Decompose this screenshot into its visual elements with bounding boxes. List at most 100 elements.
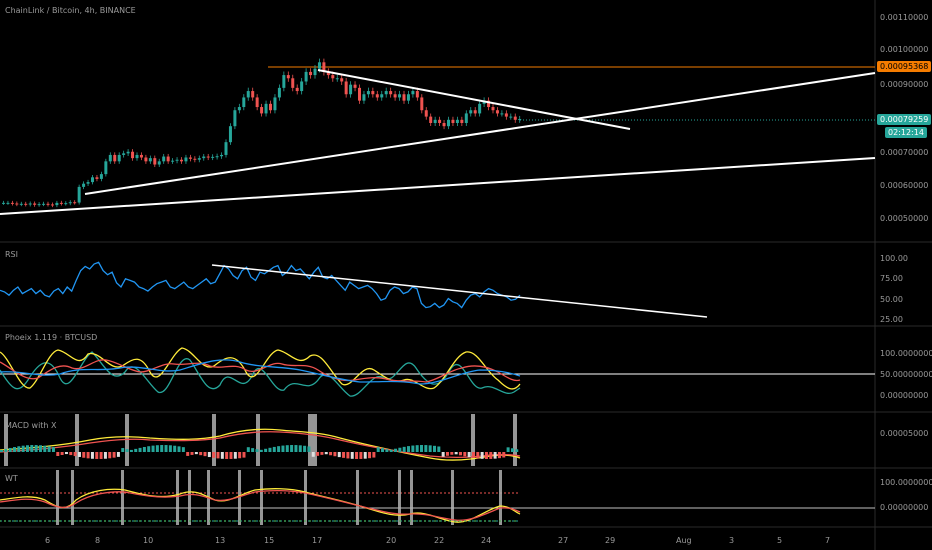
candle-body (28, 203, 32, 205)
x-tick: 29 (605, 536, 616, 545)
macd-hist-bar (350, 452, 354, 459)
wt-dots (0, 520, 516, 522)
candle-body (37, 204, 41, 206)
candle-body (162, 156, 166, 162)
macd-hist-bar (43, 445, 47, 452)
candle-body (415, 91, 419, 98)
macd-hist-bar (402, 446, 406, 452)
macd-hist-bar (363, 452, 367, 459)
trendlines (0, 69, 876, 215)
wt-dot (479, 520, 481, 522)
candle-body (513, 116, 517, 120)
candle-body (349, 84, 353, 95)
macd-hist-bar (407, 446, 411, 452)
macd-hist-bar (497, 452, 501, 459)
candle-body (10, 202, 14, 204)
macd-hist-bar (454, 452, 458, 455)
candle-body (193, 158, 197, 160)
wt-title: WT (5, 474, 18, 483)
macd-hist-bar (420, 445, 424, 452)
macd-hist-bar (155, 445, 159, 452)
wt-dot (279, 520, 281, 522)
wt-dot (424, 520, 426, 522)
candle-body (171, 160, 175, 162)
wt-dot (79, 520, 81, 522)
wt-dot (109, 520, 111, 522)
candle-body (331, 75, 335, 79)
phoeix-yellow-line (0, 347, 521, 390)
macd-hist-bar (264, 448, 268, 452)
wt-dot (54, 520, 56, 522)
macd-hist-bar (82, 452, 86, 458)
wt-dot (354, 520, 356, 522)
macd-hist-bar (471, 452, 475, 458)
macd-hist-bar (173, 445, 177, 452)
macd-hist-bar (229, 452, 233, 459)
candle-body (317, 62, 321, 69)
macd-signal-line (0, 431, 521, 459)
candle-body (224, 142, 228, 155)
wt-dot (104, 520, 106, 522)
wt-dot (214, 520, 216, 522)
macd-hist-bar (385, 449, 389, 452)
wt-dot (494, 520, 496, 522)
macd-hist-bar (99, 452, 103, 459)
wt-dot (189, 520, 191, 522)
candle-body (424, 110, 428, 117)
candle-body (491, 107, 495, 111)
macd-hist-bar (220, 452, 224, 459)
macd-hist-bar (8, 447, 12, 452)
wt-dot (379, 520, 381, 522)
candle-body (233, 110, 237, 127)
wt-dot (34, 520, 36, 522)
wt-dot (224, 520, 226, 522)
wt-dot (254, 520, 256, 522)
macd-hist-bar (411, 445, 415, 452)
macd-hist-bar (450, 452, 454, 455)
macd-hist-bar (502, 452, 506, 458)
phoeix-tick: 0.00000000 (880, 391, 929, 400)
wt-dot (389, 520, 391, 522)
wt-dot (64, 520, 66, 522)
macd-hist-bar (199, 452, 203, 456)
macd-hist-bar (458, 452, 462, 456)
macd-hist-bar (212, 452, 216, 458)
candle-body (295, 87, 299, 92)
wt-dot (299, 520, 301, 522)
rsi-tick: 25.00 (880, 315, 903, 324)
wt-dot (269, 520, 271, 522)
candle-body (375, 94, 379, 98)
macd-hist-bar (38, 445, 42, 452)
wt-dot (474, 520, 476, 522)
wt-dot (429, 520, 431, 522)
macd-hist-bar (0, 450, 3, 452)
macd-hist-bar (320, 452, 324, 455)
rsi-tick: 75.00 (880, 274, 903, 283)
macd-hist-bar (294, 445, 298, 452)
macd-hist-bar (398, 447, 402, 452)
macd-hist-bar (324, 452, 328, 455)
wt-dot (19, 520, 21, 522)
candle-body (264, 103, 268, 114)
trendline-lower (0, 157, 876, 215)
macd-highlight-bars (4, 414, 517, 466)
wt-dot (184, 520, 186, 522)
wt-dot (359, 520, 361, 522)
candle-body (86, 182, 90, 184)
candle-body (380, 94, 384, 98)
macd-hist-bar (342, 452, 346, 458)
wt-dot (199, 520, 201, 522)
macd-hist-bar (21, 445, 25, 452)
wt-dot (499, 520, 501, 522)
candle-body (184, 157, 188, 162)
candle-body (487, 100, 491, 108)
macd-hist-bar (233, 452, 237, 459)
candle-body (180, 159, 183, 162)
macd-hist-bar (207, 452, 211, 458)
x-tick: Aug (676, 536, 692, 545)
last-price-tag: 0.00079259 (877, 114, 932, 125)
candle-body (135, 154, 139, 159)
wt-dot (204, 520, 206, 522)
macd-hist-bar (203, 452, 207, 457)
candle-body (429, 116, 433, 123)
